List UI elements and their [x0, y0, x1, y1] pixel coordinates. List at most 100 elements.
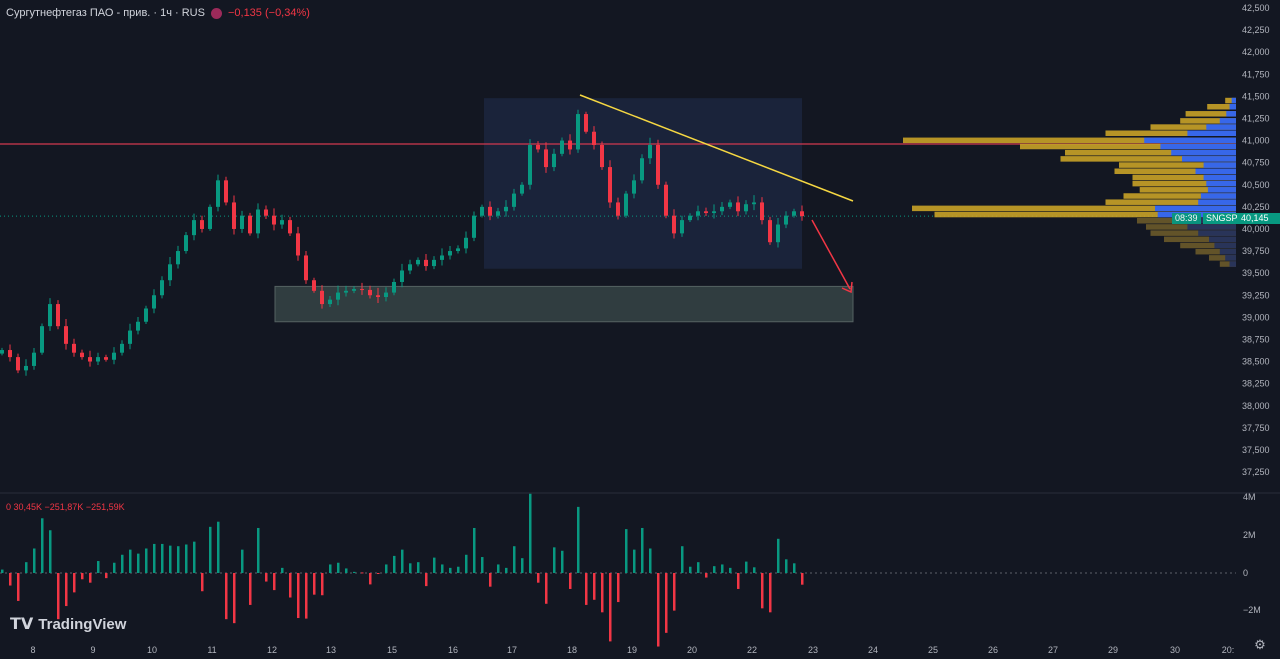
time-tick-label: 29 — [1108, 645, 1118, 655]
price-tick-label: 42,000 — [1242, 47, 1270, 57]
volume-bar — [289, 573, 292, 598]
time-tick-label: 22 — [747, 645, 757, 655]
price-tick-label: 41,000 — [1242, 136, 1270, 146]
profile-row-total — [1195, 248, 1236, 255]
candle-body — [728, 202, 732, 207]
price-tick-label: 40,000 — [1242, 224, 1270, 234]
volume-bar — [193, 541, 196, 573]
price-tick-label: 40,500 — [1242, 180, 1270, 190]
profile-row-up — [1219, 118, 1236, 124]
volume-bar — [297, 573, 300, 619]
profile-row-up — [1198, 199, 1236, 205]
volume-legend: 0 30,45K −251,87K −251,59K — [6, 502, 125, 512]
profile-row-up — [1171, 149, 1236, 156]
candle-body — [632, 180, 636, 194]
volume-bar — [89, 573, 92, 583]
candle-body — [384, 292, 388, 298]
volume-bar — [105, 573, 108, 579]
chart-header: Сургутнефтегаз ПАО - прив. · 1ч · RUS −0… — [6, 7, 310, 19]
candle-body — [784, 215, 788, 225]
candle-body — [8, 350, 12, 358]
candle-body — [144, 308, 148, 322]
candle-body — [168, 264, 172, 281]
time-tick-label: 27 — [1048, 645, 1058, 655]
time-tick-label: 12 — [267, 645, 277, 655]
volume-bar — [369, 573, 372, 585]
candle-body — [328, 299, 332, 305]
candle-body — [176, 251, 180, 265]
volume-bar — [489, 573, 492, 587]
volume-bar — [265, 573, 268, 582]
time-tick-label: 16 — [448, 645, 458, 655]
volume-bar — [425, 573, 428, 587]
volume-bar — [377, 573, 380, 574]
candle-body — [104, 357, 108, 360]
volume-bar — [713, 566, 716, 573]
candle-body — [720, 206, 724, 212]
price-tick-label: 38,250 — [1242, 379, 1270, 389]
price-tick-label: 42,500 — [1242, 3, 1270, 13]
volume-bar — [705, 573, 708, 578]
candle-body — [704, 211, 708, 214]
candle-body — [592, 131, 596, 145]
price-change: −0,135 (−0,34%) — [227, 7, 310, 19]
candle-body — [528, 144, 532, 185]
volume-bar — [313, 573, 316, 595]
profile-row-total — [1185, 111, 1236, 117]
consolidation-box — [484, 98, 802, 269]
volume-bar — [601, 573, 604, 613]
candle-body — [544, 149, 548, 168]
symbol-title[interactable]: Сургутнефтегаз ПАО - прив. · 1ч · RUS — [6, 7, 205, 19]
volume-bar — [577, 506, 580, 573]
volume-bar — [321, 573, 324, 596]
time-tick-label: 23 — [808, 645, 818, 655]
price-tick-label: 38,750 — [1242, 335, 1270, 345]
candle-body — [368, 289, 372, 296]
tradingview-logo[interactable]: 𝗧𝗩 TradingView — [10, 614, 126, 634]
candle-body — [688, 215, 692, 221]
volume-bar — [81, 573, 84, 580]
volume-bar — [177, 546, 180, 573]
candle-body — [248, 215, 252, 234]
time-tick-label: 17 — [507, 645, 517, 655]
time-tick-label: 25 — [928, 645, 938, 655]
volume-bar — [137, 553, 140, 573]
profile-row-up — [1229, 261, 1236, 267]
candle-body — [320, 290, 324, 305]
price-tick-label: 39,000 — [1242, 312, 1270, 322]
price-tick-label: 41,250 — [1242, 114, 1270, 124]
volume-bar — [673, 573, 676, 611]
candle-body — [360, 289, 364, 291]
time-axis[interactable]: 8 9 10 11 12 13 15 16 17 18 19 20 22 23 24 25 26 27 29 30 20… — [30, 645, 1234, 655]
volume-bar — [465, 554, 468, 573]
profile-row-total — [903, 137, 1236, 144]
volume-bar — [217, 521, 220, 573]
profile-row-up — [1160, 143, 1236, 150]
volume-bar — [697, 562, 700, 573]
forecast-arrow — [811, 219, 851, 290]
volume-tick-label: 4M — [1243, 492, 1256, 502]
candle-body — [16, 357, 20, 371]
price-tick-label: 39,250 — [1242, 290, 1270, 300]
candle-body — [464, 237, 468, 249]
volume-bar — [169, 545, 172, 573]
profile-row-total — [1105, 130, 1236, 137]
volume-bar — [57, 573, 60, 620]
price-axis-bg — [1236, 0, 1280, 659]
candle-body — [0, 350, 4, 354]
bar-countdown: 08:39 — [1172, 213, 1201, 224]
candle-body — [120, 343, 124, 353]
volume-bar — [401, 549, 404, 573]
time-tick-label: 20 — [687, 645, 697, 655]
settings-gear-icon[interactable]: ⚙ — [1254, 637, 1266, 652]
price-tick-label: 37,250 — [1242, 467, 1270, 477]
profile-row-up — [1187, 224, 1236, 230]
candle-body — [224, 180, 228, 203]
volume-bar — [113, 562, 116, 573]
volume-bar — [33, 548, 36, 573]
ticker-tag: SNGSP — [1203, 213, 1241, 224]
volume-bar — [545, 573, 548, 604]
profile-row-up — [1195, 168, 1236, 175]
